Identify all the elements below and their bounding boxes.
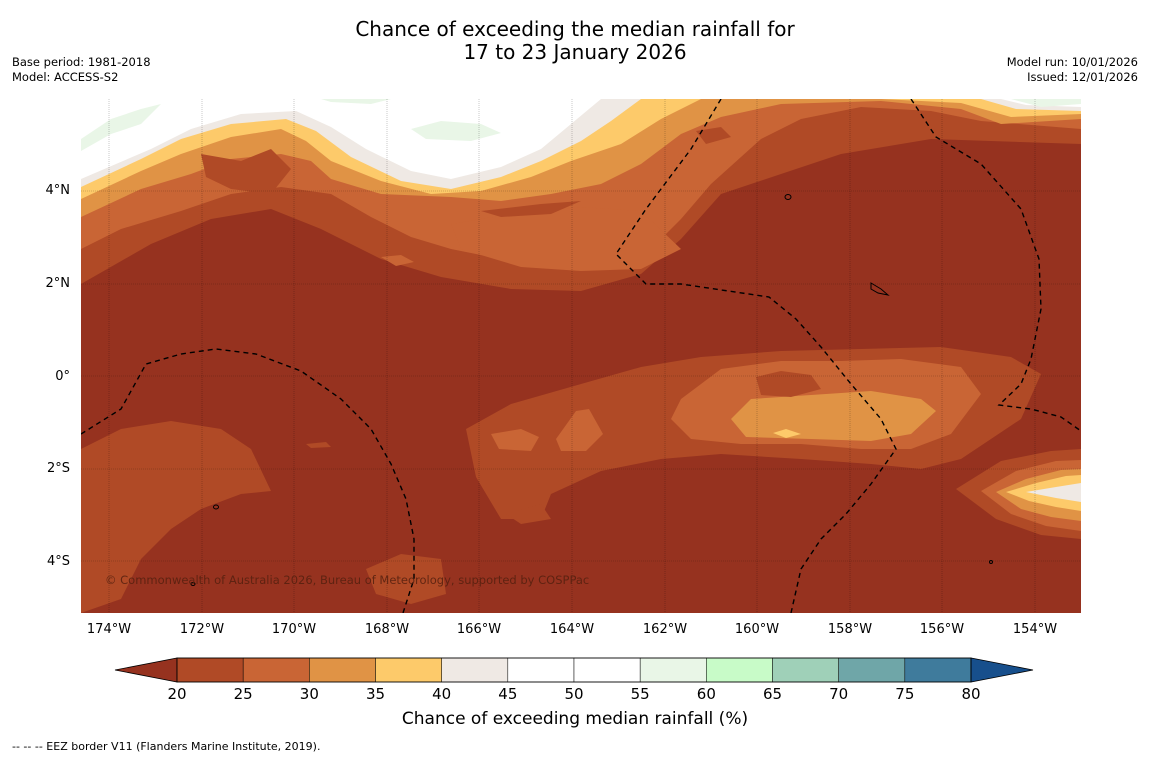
islands	[190, 194, 993, 586]
colorbar-tick-label: 25	[233, 685, 253, 703]
colorbar-tick-label: 20	[167, 685, 187, 703]
map-title: Chance of exceeding the median rainfall …	[0, 18, 1150, 64]
rainfall-map	[81, 99, 1081, 613]
colorbar-tick-label: 70	[829, 685, 849, 703]
colorbar-tick-label: 80	[961, 685, 981, 703]
colorbar-segment	[441, 657, 509, 683]
colorbar-segment	[639, 657, 707, 683]
band-45-55-north	[81, 99, 1081, 179]
island-5	[989, 560, 993, 564]
band-55-60-north-b	[411, 121, 501, 141]
band-35-40-equator	[773, 429, 801, 438]
island-1	[784, 194, 792, 200]
eez-border-west	[81, 348, 415, 613]
colorbar-tick-label: 45	[498, 685, 518, 703]
patch-20-25-tiny	[306, 442, 331, 448]
colorbar-over-arrow	[970, 657, 1034, 683]
colorbar	[114, 657, 1034, 683]
island-3	[213, 504, 219, 510]
colorbar-label: Chance of exceeding median rainfall (%)	[401, 709, 749, 729]
band-20-25-sw	[81, 421, 271, 613]
island-2	[870, 282, 890, 296]
colorbar-segment	[507, 657, 575, 683]
patch-20-25-eq-south	[506, 504, 551, 524]
colorbar-segment	[706, 657, 773, 683]
band-55-60-north-d	[321, 99, 391, 104]
title-line-2: 17 to 23 January 2026	[463, 40, 687, 64]
colorbar-segment	[904, 657, 972, 683]
lon-tick-164w: 164°W	[549, 622, 595, 637]
lon-tick-156w: 156°W	[919, 622, 965, 637]
lon-tick-174w: 174°W	[86, 622, 132, 637]
issued-text: Issued: 12/01/2026	[1027, 70, 1138, 84]
band-30-35-equator	[731, 391, 936, 441]
colorbar-tick-label: 30	[299, 685, 319, 703]
lon-tick-162w: 162°W	[642, 622, 688, 637]
patch-20-25-ne	[696, 127, 731, 144]
colorbar-segment	[309, 657, 376, 683]
patch-25-30-eq-west-b	[556, 409, 603, 451]
copyright-notice: © Commonwealth of Australia 2026, Bureau…	[105, 573, 590, 587]
colorbar-tick-label: 40	[432, 685, 452, 703]
lon-tick-160w: 160°W	[734, 622, 780, 637]
patch-20-25-west	[201, 149, 291, 194]
colorbar-segment	[375, 657, 442, 683]
base-period-text: Base period: 1981-2018	[12, 55, 151, 69]
meta-right: Model run: 10/01/2026 Issued: 12/01/2026	[1007, 55, 1138, 85]
tongue-25-30-mid	[451, 207, 681, 271]
patch-25-30-eq-west-a	[491, 429, 539, 451]
eez-border-east	[910, 99, 1081, 432]
band-20-25-south-small	[366, 554, 446, 604]
lat-tick-2s: 2°S	[46, 461, 70, 476]
lat-tick-4n: 4°N	[45, 183, 71, 198]
colorbar-segment	[838, 657, 906, 683]
patch-20-25-eq-inner	[756, 371, 821, 397]
colorbar-segments	[176, 657, 972, 683]
band-55-60-north-c	[1011, 99, 1081, 107]
model-text: Model: ACCESS-S2	[12, 70, 119, 84]
colorbar-tick-label: 60	[696, 685, 716, 703]
patch-25-30-small	[381, 255, 414, 266]
lon-tick-172w: 172°W	[179, 622, 225, 637]
patch-20-25-mid	[481, 201, 581, 217]
colorbar-segment	[242, 657, 310, 683]
lon-tick-170w: 170°W	[271, 622, 317, 637]
lon-tick-166w: 166°W	[456, 622, 502, 637]
colorbar-tick-label: 65	[762, 685, 783, 703]
eez-legend-note: -- -- -- EEZ border V11 (Flanders Marine…	[12, 740, 321, 753]
colorbar-under-arrow	[114, 657, 178, 683]
title-line-1: Chance of exceeding the median rainfall …	[355, 17, 795, 41]
lat-tick-0: 0°	[55, 369, 70, 384]
lon-tick-168w: 168°W	[364, 622, 410, 637]
model-run-text: Model run: 10/01/2026	[1006, 55, 1138, 69]
lon-tick-154w: 154°W	[1012, 622, 1058, 637]
colorbar-tick-label: 50	[564, 685, 584, 703]
colorbar-tick-label: 75	[895, 685, 915, 703]
lat-tick-4s: 4°S	[46, 554, 70, 569]
band-40-45-se	[1026, 483, 1081, 502]
colorbar-tick-label: 55	[630, 685, 650, 703]
eez-borders	[81, 99, 1081, 613]
meta-left: Base period: 1981-2018 Model: ACCESS-S2	[12, 55, 151, 85]
graticule	[81, 99, 1081, 613]
colorbar-segment	[772, 657, 839, 683]
colorbar-tick-label: 35	[365, 685, 386, 703]
colorbar-frame	[176, 657, 972, 683]
band-55-60-north-a	[81, 104, 161, 151]
lon-tick-158w: 158°W	[827, 622, 873, 637]
colorbar-segment	[176, 657, 244, 683]
eez-border-central	[615, 99, 897, 613]
lat-tick-2n: 2°N	[45, 276, 71, 291]
island-4	[190, 582, 196, 586]
colorbar-segment	[573, 657, 641, 683]
